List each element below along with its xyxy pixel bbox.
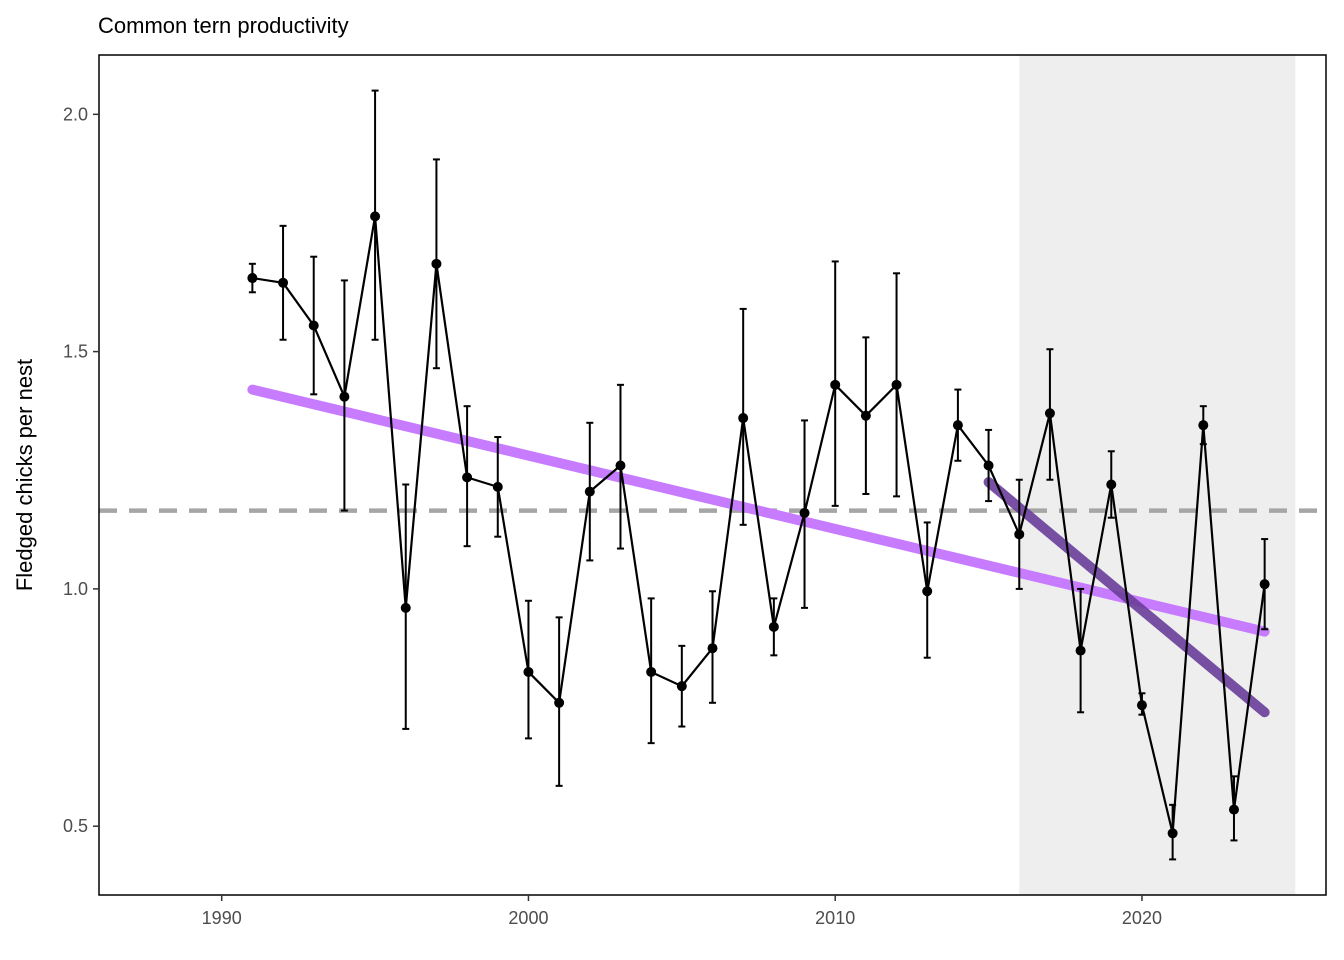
data-point — [860, 410, 871, 421]
data-point — [554, 697, 565, 708]
chart-title: Common tern productivity — [98, 13, 349, 38]
data-point — [1259, 579, 1270, 590]
data-point — [400, 602, 411, 613]
x-tick-label: 2010 — [815, 908, 855, 928]
y-tick-label: 1.0 — [63, 579, 88, 599]
data-point — [1136, 700, 1147, 711]
data-point — [431, 258, 442, 269]
data-point — [952, 420, 963, 431]
data-point — [339, 391, 350, 402]
data-point — [1167, 828, 1178, 839]
series-layer — [247, 89, 1270, 861]
data-point — [768, 621, 779, 632]
x-tick-label: 1990 — [202, 908, 242, 928]
data-point — [738, 413, 749, 424]
data-point — [523, 666, 534, 677]
data-point — [584, 486, 595, 497]
shaded-region — [1019, 55, 1296, 895]
y-axis-label: Fledged chicks per nest — [12, 359, 37, 591]
data-point — [799, 507, 810, 518]
data-point — [983, 460, 994, 471]
data-point — [462, 472, 473, 483]
data-point — [247, 273, 258, 284]
data-point — [1014, 529, 1025, 540]
y-tick-label: 1.5 — [63, 342, 88, 362]
data-point — [646, 666, 657, 677]
series-line — [252, 215, 1266, 835]
data-point — [370, 211, 381, 222]
data-point — [1106, 479, 1117, 490]
data-point — [922, 586, 933, 597]
data-point — [278, 277, 289, 288]
data-point — [1044, 408, 1055, 419]
plot-panel-border — [98, 54, 1327, 896]
data-point — [1228, 804, 1239, 815]
y-tick-label: 0.5 — [63, 816, 88, 836]
data-point — [308, 320, 319, 331]
data-point — [891, 379, 902, 390]
data-point — [1075, 645, 1086, 656]
data-point — [492, 481, 503, 492]
x-tick-label: 2020 — [1122, 908, 1162, 928]
data-point — [830, 379, 841, 390]
x-tick-label: 2000 — [508, 908, 548, 928]
data-point — [707, 643, 718, 654]
x-axis: 1990 2000 2010 2020 — [202, 895, 1162, 928]
data-point — [615, 460, 626, 471]
data-point — [676, 681, 687, 692]
data-point — [1198, 420, 1209, 431]
y-tick-label: 2.0 — [63, 104, 88, 124]
shaded-period — [1019, 55, 1296, 895]
y-axis: 0.5 1.0 1.5 2.0 — [63, 104, 99, 836]
